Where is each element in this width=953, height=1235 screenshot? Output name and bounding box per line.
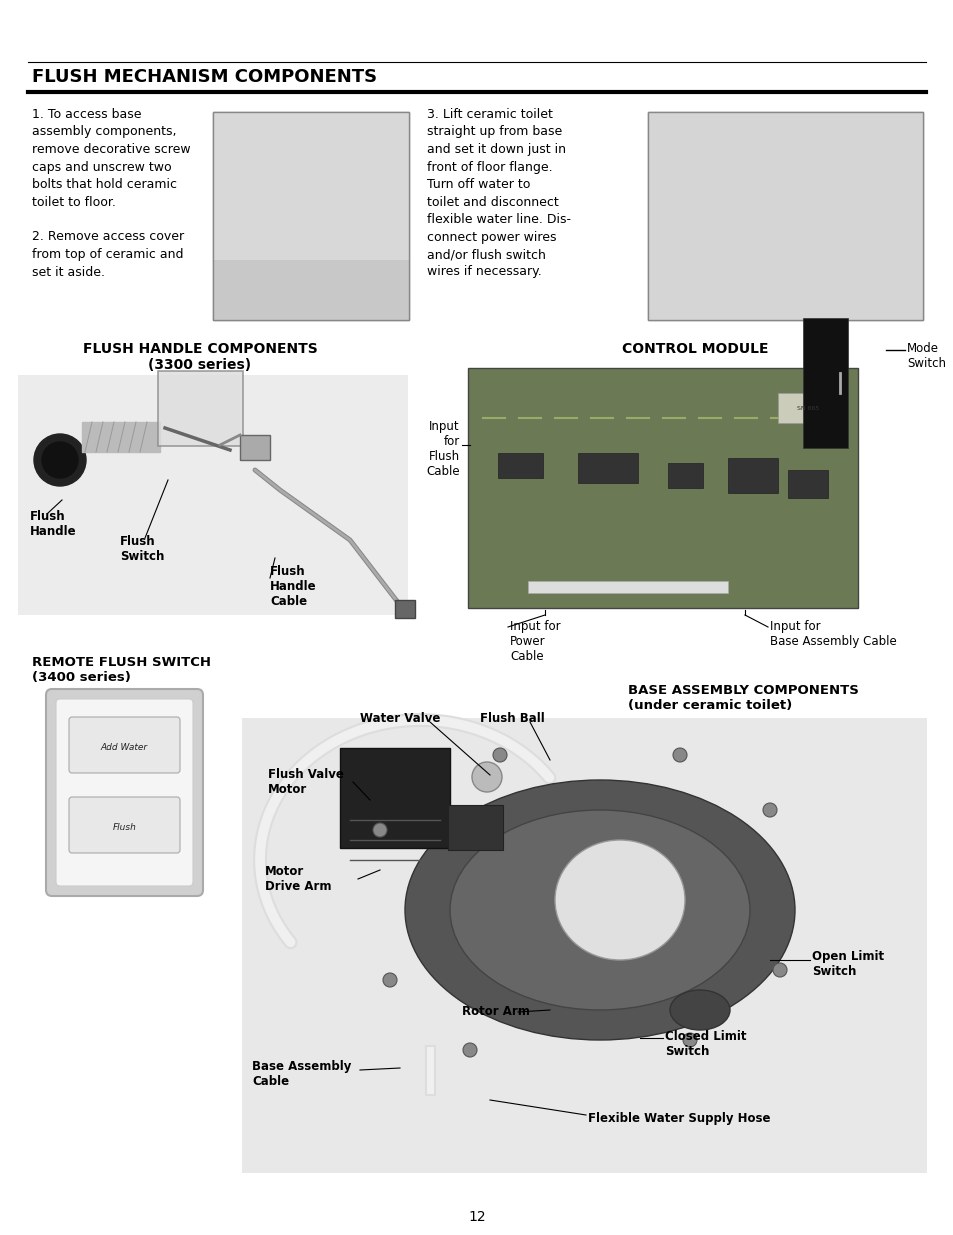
Ellipse shape [450, 810, 749, 1010]
Bar [242, 718, 926, 1173]
Bar [727, 458, 778, 493]
Bar [213, 112, 409, 320]
Circle shape [772, 963, 786, 977]
Text: Input for
Base Assembly Cable: Input for Base Assembly Cable [769, 620, 896, 648]
Bar [339, 748, 450, 848]
Text: FLUSH HANDLE COMPONENTS
(3300 series): FLUSH HANDLE COMPONENTS (3300 series) [83, 342, 317, 372]
Bar [647, 112, 923, 320]
Bar [240, 435, 270, 459]
Ellipse shape [669, 990, 729, 1030]
Bar [802, 317, 847, 448]
Text: Flush
Handle: Flush Handle [30, 510, 76, 538]
Text: Add Water: Add Water [101, 742, 148, 752]
Bar [647, 112, 923, 320]
Text: Input for
Power
Cable: Input for Power Cable [510, 620, 560, 663]
Text: Rotor Arm: Rotor Arm [461, 1005, 529, 1018]
Bar [18, 375, 408, 615]
Text: Motor
Drive Arm: Motor Drive Arm [265, 864, 331, 893]
Bar [497, 453, 542, 478]
Bar [18, 375, 408, 615]
Text: Base Assembly
Cable: Base Assembly Cable [252, 1060, 351, 1088]
Circle shape [762, 803, 776, 818]
Text: Water Valve: Water Valve [359, 713, 440, 725]
Text: 12: 12 [468, 1210, 485, 1224]
Text: Closed Limit
Switch: Closed Limit Switch [664, 1030, 745, 1058]
Circle shape [34, 433, 86, 487]
Bar [527, 580, 727, 593]
Circle shape [672, 748, 686, 762]
Bar [395, 600, 415, 618]
Ellipse shape [405, 781, 794, 1040]
Circle shape [493, 748, 506, 762]
Text: Open Limit
Switch: Open Limit Switch [811, 950, 883, 978]
Bar [213, 261, 409, 320]
Text: Input
for
Flush
Cable: Input for Flush Cable [426, 420, 459, 478]
Bar [787, 471, 827, 498]
Bar [667, 463, 702, 488]
Bar [647, 112, 923, 320]
Bar [213, 112, 409, 320]
FancyBboxPatch shape [56, 699, 193, 885]
Text: FLUSH MECHANISM COMPONENTS: FLUSH MECHANISM COMPONENTS [32, 68, 376, 86]
Bar [82, 422, 160, 452]
Circle shape [472, 762, 501, 792]
FancyBboxPatch shape [69, 718, 180, 773]
Circle shape [462, 1044, 476, 1057]
Text: Flush Ball: Flush Ball [479, 713, 544, 725]
Text: 1. To access base
assembly components,
remove decorative screw
caps and unscrew : 1. To access base assembly components, r… [32, 107, 191, 279]
Bar [158, 370, 243, 446]
Text: BASE ASSEMBLY COMPONENTS
(under ceramic toilet): BASE ASSEMBLY COMPONENTS (under ceramic … [627, 684, 858, 713]
Bar [468, 368, 857, 608]
Bar [213, 112, 409, 320]
Text: CONTROL MODULE: CONTROL MODULE [621, 342, 768, 356]
Text: REMOTE FLUSH SWITCH
(3400 series): REMOTE FLUSH SWITCH (3400 series) [32, 656, 211, 684]
Text: Mode
Switch: Mode Switch [906, 342, 945, 370]
Text: Flush
Handle
Cable: Flush Handle Cable [270, 564, 316, 608]
Text: Flush: Flush [112, 823, 136, 831]
Text: SN 865: SN 865 [796, 405, 819, 410]
FancyBboxPatch shape [69, 797, 180, 853]
Circle shape [682, 1032, 697, 1047]
Text: 3. Lift ceramic toilet
straight up from base
and set it down just in
front of fl: 3. Lift ceramic toilet straight up from … [427, 107, 571, 279]
FancyBboxPatch shape [46, 689, 203, 897]
Bar [448, 805, 502, 850]
Circle shape [373, 823, 387, 837]
Ellipse shape [555, 840, 684, 960]
Circle shape [42, 442, 78, 478]
Text: Flush Valve
Motor: Flush Valve Motor [268, 768, 343, 797]
Bar [778, 393, 837, 424]
Text: Flexible Water Supply Hose: Flexible Water Supply Hose [587, 1112, 770, 1125]
Text: Flush
Switch: Flush Switch [120, 535, 164, 563]
Bar [578, 453, 638, 483]
Circle shape [382, 973, 396, 987]
